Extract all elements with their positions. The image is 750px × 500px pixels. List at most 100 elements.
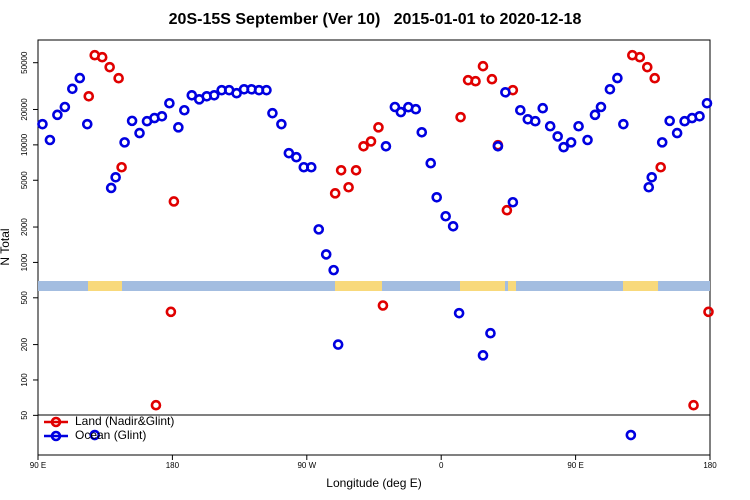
point <box>156 110 168 122</box>
point <box>440 210 451 222</box>
chart-title: 20S-15S September (Ver 10) 2015-01-01 to… <box>169 11 582 28</box>
point <box>703 306 714 318</box>
legend-label: Ocean (Glint) <box>75 428 146 442</box>
y-tick-label: 1000 <box>20 253 29 271</box>
point <box>150 399 162 411</box>
legend-marker <box>50 416 62 428</box>
point <box>618 118 629 130</box>
plot-frame <box>37 39 711 456</box>
point <box>634 51 646 63</box>
point <box>81 118 93 130</box>
land-band <box>623 281 658 291</box>
point <box>83 90 95 102</box>
point <box>74 72 86 84</box>
point <box>89 429 101 441</box>
point <box>261 84 272 96</box>
land-band <box>335 281 382 291</box>
point <box>116 161 127 173</box>
point <box>168 196 180 207</box>
land-band <box>460 281 505 291</box>
point <box>492 140 504 152</box>
y-tick-label: 2000 <box>20 218 29 236</box>
point <box>365 136 377 147</box>
point <box>373 122 384 133</box>
point <box>646 171 658 183</box>
y-tick-label: 5000 <box>20 171 29 189</box>
point <box>305 161 317 173</box>
point <box>694 110 705 122</box>
point <box>455 111 466 123</box>
point <box>501 204 513 216</box>
point <box>52 109 63 121</box>
point <box>500 87 511 98</box>
point <box>688 399 699 411</box>
point <box>565 137 577 148</box>
point <box>701 97 713 109</box>
point <box>389 101 401 113</box>
point <box>410 103 422 115</box>
point <box>529 115 541 127</box>
point <box>649 72 661 84</box>
y-tick-label: 200 <box>20 337 29 351</box>
land-band <box>508 281 516 291</box>
point <box>67 83 78 95</box>
point <box>179 104 190 116</box>
point <box>416 126 428 138</box>
point <box>59 101 71 113</box>
x-tick-label: 0 <box>439 461 444 470</box>
y-tick-label: 100 <box>20 373 29 387</box>
point <box>208 90 220 101</box>
point <box>425 157 437 169</box>
point <box>283 147 295 159</box>
point <box>671 127 683 139</box>
point <box>643 181 655 193</box>
point <box>612 72 623 84</box>
point <box>173 122 184 133</box>
point <box>515 104 526 116</box>
y-axis-label: N Total <box>0 228 12 265</box>
point <box>291 151 302 163</box>
point <box>96 51 108 63</box>
point <box>625 429 637 441</box>
point <box>328 264 339 276</box>
point <box>431 192 443 203</box>
point <box>664 115 675 127</box>
point <box>595 101 607 113</box>
x-tick-label: 90 E <box>30 461 46 470</box>
point <box>485 327 496 339</box>
point <box>350 164 362 176</box>
point <box>582 134 593 146</box>
point <box>313 224 325 235</box>
point <box>276 118 287 130</box>
point <box>267 107 278 119</box>
point <box>641 61 653 73</box>
y-tick-label: 50 <box>20 410 29 419</box>
x-tick-label: 90 W <box>297 461 316 470</box>
point <box>126 115 138 127</box>
point <box>119 137 130 148</box>
point <box>477 350 489 361</box>
point <box>655 161 667 173</box>
y-tick-label: 10000 <box>20 133 29 156</box>
y-tick-label: 500 <box>20 291 29 305</box>
point <box>477 60 489 72</box>
legend-marker <box>50 430 62 442</box>
y-tick-label: 50000 <box>20 51 29 74</box>
point <box>113 72 124 84</box>
surface-band <box>38 281 710 291</box>
point <box>507 196 519 208</box>
point <box>537 102 549 114</box>
x-tick-label: 180 <box>703 461 717 470</box>
point <box>380 140 392 152</box>
point <box>343 181 354 193</box>
point <box>105 182 117 194</box>
point <box>552 131 563 142</box>
point <box>134 127 145 139</box>
point <box>447 220 459 232</box>
point <box>37 118 48 130</box>
point <box>332 339 344 350</box>
point <box>104 61 115 73</box>
x-axis-label: Longitude (deg E) <box>326 476 421 490</box>
